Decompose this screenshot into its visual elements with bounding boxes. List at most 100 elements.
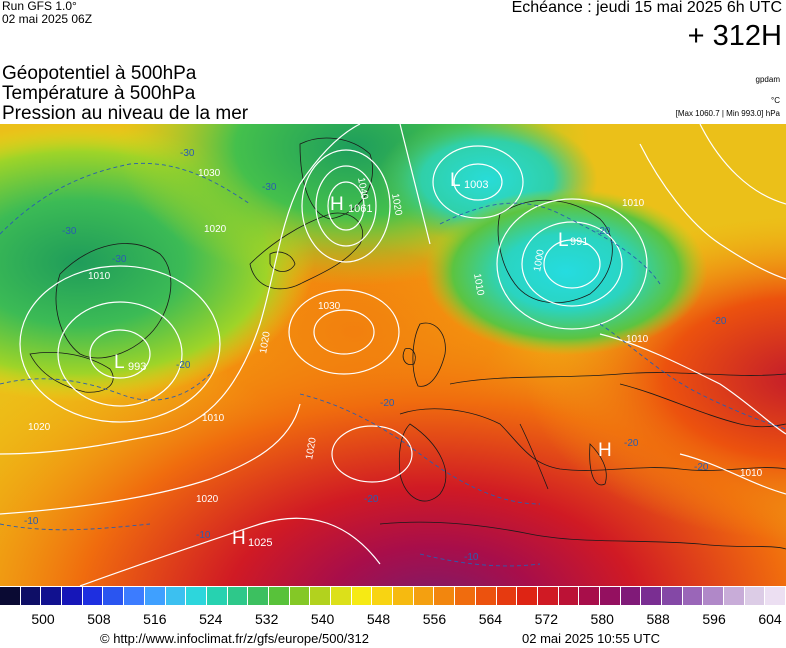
isobar-label: 1030 [318, 301, 341, 312]
color-scale-swatch [662, 587, 683, 605]
color-scale-swatch [331, 587, 352, 605]
color-scale-swatch [186, 587, 207, 605]
pressure-range: [Max 1060.7 | Min 993.0] hPa [675, 109, 780, 118]
isobar-label: 1010 [622, 198, 645, 209]
center-value-3: 991 [570, 236, 588, 248]
isobar-label: 1020 [389, 193, 404, 217]
color-scale-label: 588 [646, 611, 670, 627]
color-scale-swatch [703, 587, 725, 605]
color-scale-swatch [372, 587, 394, 605]
temperature-label: -20 [176, 360, 191, 371]
color-scale-swatch [393, 587, 414, 605]
color-scale-swatch [434, 587, 456, 605]
temperature-label: -10 [196, 530, 211, 541]
isobar-label: 1000 [532, 248, 547, 272]
isobar-label: 1020 [28, 422, 51, 433]
color-scale-label: 532 [255, 611, 279, 627]
color-scale-swatch [724, 587, 745, 605]
center-letter-6: H [598, 440, 612, 461]
isobar-label: 1020 [196, 494, 219, 505]
center-letter-5: H [232, 528, 246, 549]
color-scale-swatch [165, 587, 187, 605]
title-geopotential: Géopotentiel à 500hPa [2, 63, 197, 84]
color-scale-swatch [620, 587, 642, 605]
isobar-label: 1040 [355, 177, 370, 201]
isobar-label: 1010 [740, 468, 763, 479]
isobar-label: 1010 [626, 334, 649, 345]
color-scale-swatch [496, 587, 518, 605]
footer-url: © http://www.infoclimat.fr/z/gfs/europe/… [100, 631, 369, 646]
color-scale-swatch [455, 587, 476, 605]
center-value-5: 1025 [248, 537, 272, 549]
center-letter-2: L [450, 170, 461, 191]
color-scale-bar [0, 587, 786, 605]
color-scale-swatch [475, 587, 497, 605]
color-scale-swatch [0, 587, 21, 605]
isobar-label: 1030 [198, 168, 221, 179]
center-letter-3: L [558, 230, 569, 251]
title-temperature: Température à 500hPa [2, 83, 196, 104]
temperature-label: -30 [112, 254, 127, 265]
run-date: 02 mai 2025 06Z [2, 12, 93, 26]
color-scale-swatch [124, 587, 145, 605]
color-scale-label: 572 [534, 611, 558, 627]
temperature-label: -30 [62, 226, 77, 237]
temperature-label: -20 [380, 398, 395, 409]
color-scale-label: 540 [310, 611, 335, 627]
color-scale-label: 548 [366, 611, 391, 627]
color-scale-label: 508 [87, 611, 111, 627]
color-scale-swatch [599, 587, 621, 605]
isobar-label: 1020 [258, 330, 273, 354]
unit-geopotential: gpdam [755, 75, 780, 84]
temperature-label: -30 [180, 148, 195, 159]
color-scale-label: 516 [143, 611, 167, 627]
color-scale-swatch [558, 587, 580, 605]
color-scale-swatch [289, 587, 311, 605]
temperature-label: -20 [694, 462, 709, 473]
center-value-4: 993 [128, 361, 146, 373]
temperature-label: -20 [364, 494, 379, 505]
color-scale-labels: 500 508 516 524 532 540 548 556 564 572 580 588 596 6… [0, 611, 786, 627]
temperature-label: -30 [262, 182, 277, 193]
color-scale-swatch [517, 587, 538, 605]
color-scale-swatch [744, 587, 766, 605]
color-scale-swatch [641, 587, 662, 605]
color-scale-label: 500 [31, 611, 55, 627]
color-scale-swatch [351, 587, 373, 605]
color-scale-swatch [206, 587, 228, 605]
isobar-label: 1020 [204, 224, 227, 235]
color-scale-swatch [682, 587, 704, 605]
unit-temperature: °C [771, 96, 780, 105]
color-scale-label: 564 [478, 611, 503, 627]
color-scale-swatch [537, 587, 559, 605]
center-value-1: 1061 [348, 203, 372, 215]
weather-map: H 1061 L 1003 L 991 L 993 H 1025 H 1030 … [0, 124, 786, 586]
temperature-label: -10 [464, 552, 479, 563]
color-scale-swatch [310, 587, 331, 605]
temperature-label: -20 [624, 438, 639, 449]
color-scale-swatch [579, 587, 600, 605]
isobar-label: 1010 [88, 271, 111, 282]
title-pressure: Pression au niveau de la mer [2, 103, 249, 124]
forecast-horizon: + 312H [687, 20, 782, 52]
center-letter-4: L [114, 352, 125, 373]
isobar-label: 1020 [304, 436, 319, 460]
color-scale-swatch [20, 587, 42, 605]
temperature-labels: -30 -30 -30 -20 -30 -20 -20 -20 -20 -20 … [24, 148, 727, 563]
forecast-valid-time: Echéance : jeudi 15 mai 2025 6h UTC [511, 0, 782, 16]
isobar-labels: 1030 1020 1010 1020 1010 1000 1040 1020 … [28, 168, 763, 505]
temperature-label: -20 [596, 226, 611, 237]
color-scale-swatch [144, 587, 166, 605]
temperature-label: -10 [24, 516, 39, 527]
color-scale-label: 596 [702, 611, 726, 627]
color-scale-swatch [248, 587, 269, 605]
color-scale-label: 556 [422, 611, 447, 627]
color-scale-swatch [41, 587, 63, 605]
color-scale-label: 604 [758, 611, 782, 627]
isobar-label: 1010 [202, 413, 225, 424]
temperature-label: -20 [712, 316, 727, 327]
temperature-isotherms [0, 162, 786, 567]
isobar-label: 1010 [471, 273, 486, 297]
center-value-2: 1003 [464, 179, 488, 191]
center-letter-1: H [330, 194, 344, 215]
